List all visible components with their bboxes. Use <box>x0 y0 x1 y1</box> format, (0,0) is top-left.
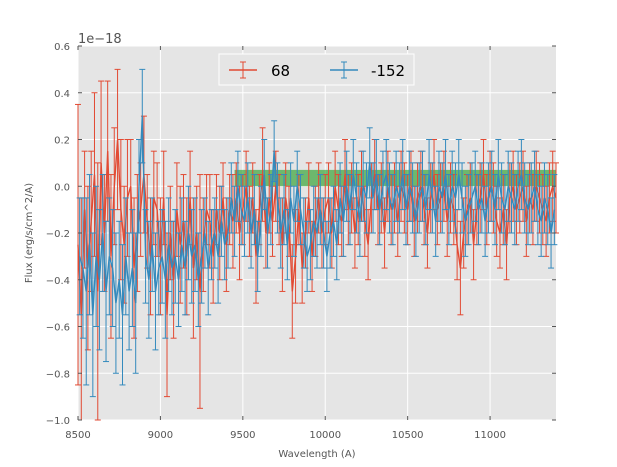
axes: 8500 9000 9500 10000 10500 11000 −1.0 −0.8 −0.6 −… <box>46 42 556 441</box>
x-tick-label: 8500 <box>65 430 90 441</box>
x-tick-label: 11000 <box>474 430 506 441</box>
x-tick-label: 10000 <box>309 430 341 441</box>
y-tick-label: 0.6 <box>54 42 70 53</box>
y-axis-label: Flux (erg/s/cm^2/A) <box>24 183 35 283</box>
series-line <box>78 116 556 315</box>
y-tick-label: −0.8 <box>46 369 70 380</box>
legend: 68 -152 <box>218 53 415 86</box>
errorbar <box>75 103 81 386</box>
x-tick-label: 10500 <box>392 430 424 441</box>
y-tick-label: −1.0 <box>46 416 70 427</box>
legend-item-68: 68 <box>229 61 290 80</box>
legend-label-68: 68 <box>271 62 290 80</box>
errorbar-icon <box>229 61 257 79</box>
y-offset-label: 1e−18 <box>78 32 122 47</box>
x-tick-label: 9000 <box>148 430 173 441</box>
legend-item-152: -152 <box>330 61 405 80</box>
y-tick-label: −0.2 <box>46 229 70 240</box>
y-tick-label: −0.6 <box>46 323 70 334</box>
errorbar <box>94 162 101 421</box>
legend-label-152: -152 <box>371 62 405 80</box>
x-axis-label: Wavelength (A) <box>278 449 355 460</box>
y-tick-label: 0.0 <box>54 182 70 193</box>
y-tick-label: 0.4 <box>54 89 70 100</box>
series-layer <box>75 68 559 421</box>
errorbar-icon <box>330 61 358 79</box>
series-152 <box>76 68 558 398</box>
y-tick-label: −0.4 <box>46 276 70 287</box>
y-tick-label: 0.2 <box>54 136 70 147</box>
x-tick-label: 9500 <box>230 430 255 441</box>
